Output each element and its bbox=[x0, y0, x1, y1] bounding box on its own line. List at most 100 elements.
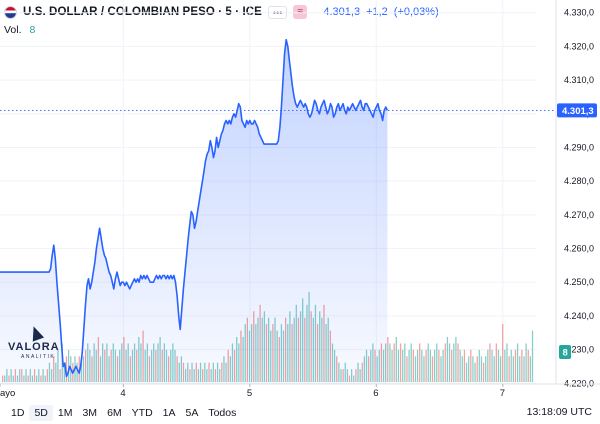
x-tick-label: 7 bbox=[500, 388, 505, 399]
price-change-percent: (+0,03%) bbox=[393, 6, 439, 18]
volume-bar bbox=[399, 343, 402, 382]
volume-tag-text: 8 bbox=[563, 348, 568, 359]
volume-bar bbox=[406, 356, 408, 382]
volume-bar bbox=[440, 356, 442, 382]
volume-bar bbox=[463, 349, 466, 382]
price-line bbox=[0, 38, 389, 378]
volume-bar bbox=[487, 349, 489, 382]
volume-bar bbox=[67, 349, 70, 382]
timeframe-button-1a[interactable]: 1A bbox=[162, 407, 176, 419]
volume-bar bbox=[427, 343, 429, 382]
volume-bar bbox=[480, 356, 483, 382]
volume-bar bbox=[485, 356, 487, 382]
volume-bar bbox=[408, 349, 410, 382]
symbol-title[interactable]: U.S. DOLLAR / COLOMBIAN PESO · 5 · ICE bbox=[23, 6, 262, 18]
timeframe-button-6m[interactable]: 6M bbox=[107, 407, 122, 419]
volume-bar bbox=[423, 356, 425, 382]
x-tick-label: 5 bbox=[247, 388, 252, 399]
logo-text: VALORA bbox=[8, 341, 60, 353]
volume-bar bbox=[391, 349, 393, 382]
volume-bar bbox=[510, 349, 512, 382]
y-tick-label: 4.330,0 bbox=[564, 8, 594, 18]
volume-bar bbox=[414, 356, 417, 382]
last-price-tag-text: 4.301,3 bbox=[562, 106, 594, 117]
x-tick-label: 4 bbox=[120, 388, 125, 399]
valora-logo: VALORA ANALITIK bbox=[8, 324, 68, 366]
y-tick-label: 4.310,0 bbox=[564, 75, 594, 85]
volume-bar bbox=[472, 356, 474, 382]
timeframe-button-1m[interactable]: 1M bbox=[57, 407, 73, 419]
volume-bar bbox=[416, 349, 419, 382]
volume-bar bbox=[446, 337, 449, 382]
volume-bar bbox=[493, 356, 495, 382]
volume-bar bbox=[497, 349, 500, 382]
symbol-title-row: U.S. DOLLAR / COLOMBIAN PESO · 5 · ICE •… bbox=[4, 4, 439, 20]
volume-bar bbox=[516, 343, 519, 382]
volume-bar bbox=[470, 349, 472, 382]
y-tick-label: 4.230,0 bbox=[564, 345, 594, 355]
timeframe-button-1d[interactable]: 1D bbox=[11, 407, 25, 419]
price-change: +1,2 bbox=[366, 6, 388, 18]
volume-bar bbox=[514, 349, 517, 382]
volume-bar bbox=[433, 349, 436, 382]
logo-mark-icon bbox=[27, 324, 45, 342]
volume-label[interactable]: Vol. bbox=[4, 24, 22, 36]
volume-bar bbox=[387, 337, 389, 382]
price-chart[interactable]: 4.330,04.320,04.310,04.300,04.290,04.280… bbox=[0, 0, 600, 402]
timeframe-button-5a[interactable]: 5A bbox=[185, 407, 199, 419]
timeframe-button-ytd[interactable]: YTD bbox=[131, 407, 153, 419]
y-tick-label: 4.260,0 bbox=[564, 244, 594, 254]
volume-bar bbox=[512, 356, 514, 382]
volume-bar bbox=[425, 349, 427, 382]
volume-tag: 8 bbox=[559, 345, 571, 359]
timeframe-button-5d[interactable]: 5D bbox=[29, 405, 53, 421]
last-price: 4.301,3 bbox=[323, 6, 361, 18]
volume-bar bbox=[448, 343, 451, 382]
volume-bar bbox=[421, 349, 423, 382]
timeframe-selector: 1D 5D 1M 3M 6M YTD 1A 5A Todos bbox=[6, 405, 241, 421]
volume-bar bbox=[525, 343, 527, 382]
compare-icon[interactable]: ≈ bbox=[293, 5, 308, 19]
timeframe-button-3m[interactable]: 3M bbox=[82, 407, 98, 419]
y-tick-label: 4.250,0 bbox=[564, 277, 594, 287]
volume-bar bbox=[393, 343, 395, 382]
volume-bar bbox=[521, 349, 523, 382]
logo-subtext: ANALITIK bbox=[21, 354, 56, 360]
volume-bar bbox=[389, 343, 391, 382]
volume-bar bbox=[395, 337, 397, 382]
volume-bar bbox=[504, 349, 506, 382]
volume-bar bbox=[499, 356, 502, 382]
volume-bar bbox=[529, 356, 532, 382]
volume-bar bbox=[431, 356, 434, 382]
volume-legend: Vol. 8 bbox=[4, 24, 35, 36]
utc-clock[interactable]: 13:18:09 UTC bbox=[526, 406, 592, 418]
volume-bar bbox=[519, 356, 521, 382]
volume-bar bbox=[436, 343, 438, 382]
volume-bar bbox=[506, 343, 508, 382]
volume-bar bbox=[410, 343, 412, 382]
volume-bar bbox=[438, 349, 440, 382]
time-axis[interactable]: ayo 4 5 6 7 bbox=[0, 383, 600, 399]
volume-bar bbox=[455, 337, 457, 382]
volume-bar bbox=[502, 324, 504, 382]
volume-bar bbox=[474, 362, 476, 382]
volume-bar bbox=[429, 349, 432, 382]
timeframe-button-todos[interactable]: Todos bbox=[208, 407, 237, 419]
volume-bar bbox=[491, 349, 493, 382]
volume-bar bbox=[65, 356, 68, 382]
volume-bar bbox=[465, 362, 468, 382]
volume-bar bbox=[531, 330, 534, 382]
price-axis[interactable]: 4.330,04.320,04.310,04.300,04.290,04.280… bbox=[555, 0, 594, 388]
volume-bar bbox=[523, 356, 525, 382]
y-tick-label: 4.280,0 bbox=[564, 176, 594, 186]
y-tick-label: 4.220,0 bbox=[564, 378, 594, 388]
volume-bar bbox=[508, 356, 510, 382]
price-area-fill bbox=[0, 39, 388, 384]
volume-bar bbox=[412, 349, 414, 382]
x-tick-label: ayo bbox=[0, 388, 15, 399]
last-price-tag: 4.301,3 bbox=[557, 103, 597, 118]
volume-bar bbox=[476, 356, 478, 382]
volume-bar bbox=[402, 349, 404, 382]
volume-value: 8 bbox=[29, 24, 36, 36]
y-tick-label: 4.320,0 bbox=[564, 41, 594, 51]
